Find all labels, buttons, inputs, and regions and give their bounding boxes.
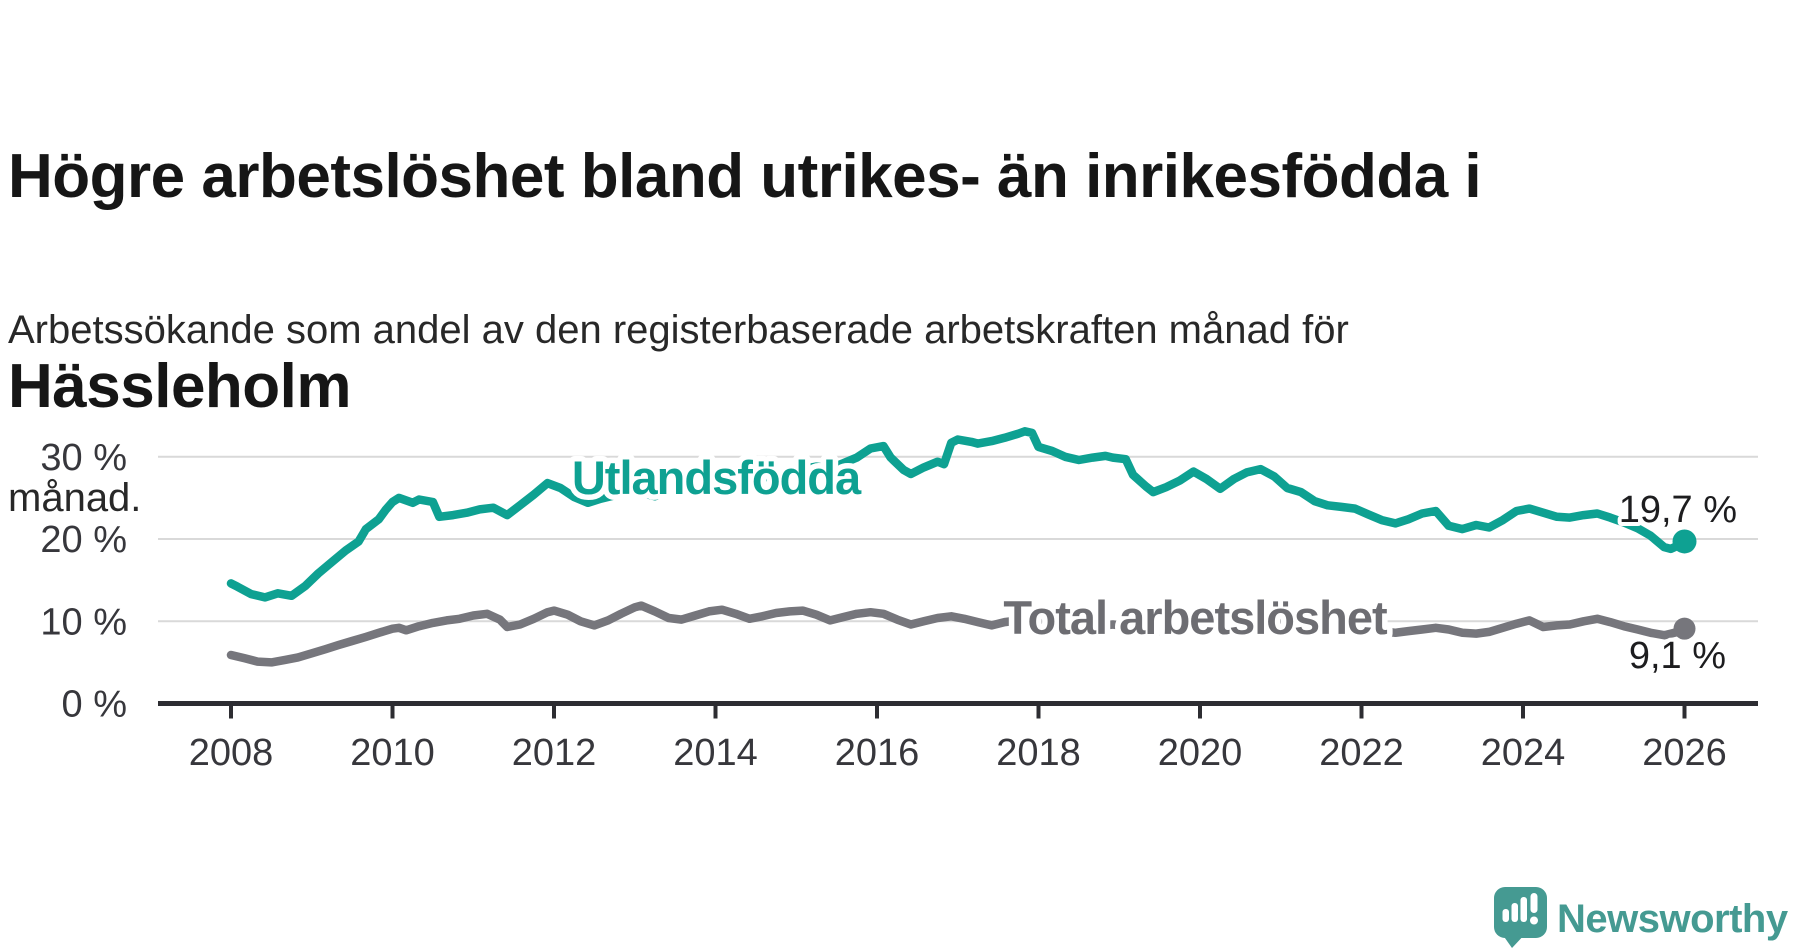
end-dot-total-arbetsloshet	[1673, 617, 1696, 640]
x-tick-label-2022: 2022	[1319, 732, 1404, 774]
brand-wordmark: Newsworthy	[1557, 897, 1789, 941]
chart-subtitle-line2: månad.	[8, 476, 142, 520]
brand-logo: Newsworthy	[1494, 887, 1789, 948]
series-lines	[226, 427, 1689, 667]
end-dot-utlandsfodda	[1672, 529, 1697, 554]
x-tick-label-2024: 2024	[1481, 732, 1566, 774]
y-tick-label-30: 30 %	[40, 437, 127, 479]
chart-labels: Utlandsfödda Total arbetslöshet 19,7 % 9…	[566, 446, 1741, 682]
logo-exclamation-bar	[1530, 893, 1538, 913]
y-tick-label-10: 10 %	[40, 601, 127, 643]
series-label-total-arbetsloshet: Total arbetslöshet	[1003, 591, 1388, 644]
logo-bar-3	[1520, 897, 1527, 922]
x-axis: 2008 2010 2012 2014 2016 2018 2020 2022 2024 2026	[158, 701, 1758, 774]
x-tick-label-2010: 2010	[350, 732, 435, 774]
y-tick-label-0: 0 %	[62, 684, 127, 726]
x-tick-label-2008: 2008	[189, 732, 274, 774]
x-tick-label-2026: 2026	[1642, 732, 1727, 774]
series-line-utlandsfodda	[226, 427, 1689, 602]
y-tick-label-20: 20 %	[40, 519, 127, 561]
logo-bar-chart-icon	[1502, 893, 1538, 925]
x-tick-label-2012: 2012	[512, 732, 597, 774]
x-tick-label-2018: 2018	[996, 732, 1081, 774]
chart-subtitle: Arbetssökande som andel av den registerb…	[8, 190, 1508, 638]
page-title-line1: Högre arbetslöshet bland utrikes- än inr…	[8, 142, 1482, 211]
series-label-utlandsfodda: Utlandsfödda	[572, 451, 862, 504]
series-line-total-arbetsloshet	[226, 601, 1689, 667]
x-tick-label-2020: 2020	[1158, 732, 1243, 774]
logo-exclamation-dot	[1530, 916, 1538, 925]
gridlines: 30 % 20 % 10 % 0 %	[40, 437, 1758, 726]
page-title-line2: Hässleholm	[8, 352, 352, 421]
logo-bar-2	[1511, 903, 1518, 922]
x-tick-label-2014: 2014	[673, 732, 758, 774]
end-value-label-total-arbetsloshet: 9,1 %	[1629, 635, 1726, 677]
end-dots	[1672, 529, 1697, 640]
logo-bar-1	[1502, 909, 1509, 922]
x-tick-label-2016: 2016	[835, 732, 920, 774]
chart-subtitle-line1: Arbetssökande som andel av den registerb…	[8, 308, 1349, 352]
page-title: Högre arbetslöshet bland utrikes- än inr…	[8, 2, 1488, 562]
end-value-label-utlandsfodda: 19,7 %	[1619, 489, 1737, 531]
